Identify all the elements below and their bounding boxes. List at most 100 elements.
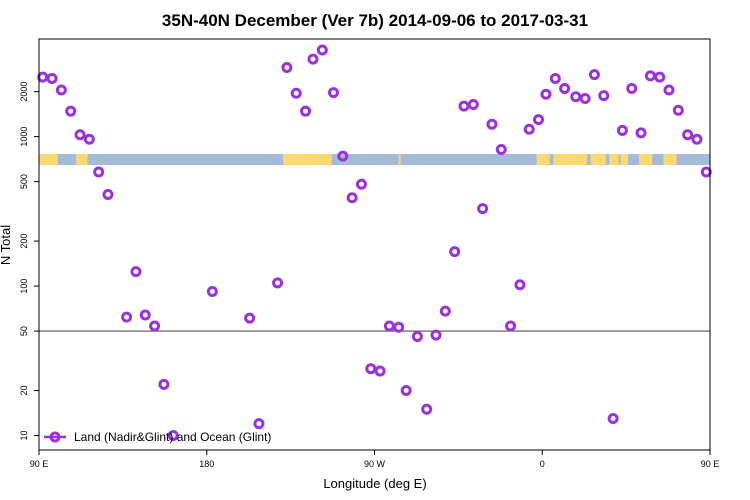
- data-point: [458, 100, 470, 112]
- chart-title: 35N-40N December (Ver 7b) 2014-09-06 to …: [162, 11, 588, 30]
- data-point: [272, 277, 284, 289]
- data-point: [149, 320, 161, 332]
- data-point: [672, 104, 684, 116]
- data-point: [37, 71, 49, 83]
- data-point: [346, 192, 358, 204]
- data-point: [206, 285, 218, 297]
- data-point: [300, 105, 312, 117]
- legend: Land (Nadir&Glint) and Ocean (Glint): [44, 430, 271, 444]
- plot-area-frame: [38, 38, 711, 451]
- y-tick-label: 500: [19, 174, 29, 189]
- surface-band: [39, 154, 710, 165]
- land-band-segment: [76, 154, 88, 165]
- data-point: [559, 82, 571, 94]
- x-tick-label: 90 E: [30, 459, 49, 469]
- data-point: [477, 203, 489, 215]
- data-point: [607, 412, 619, 424]
- data-point: [102, 188, 114, 200]
- data-point: [307, 53, 319, 65]
- data-point: [635, 127, 647, 139]
- data-point: [654, 71, 666, 83]
- data-point: [467, 99, 479, 111]
- data-point: [55, 84, 67, 96]
- y-axis-label: N Total: [0, 225, 13, 265]
- x-tick-label: 90 W: [364, 459, 386, 469]
- data-point: [355, 178, 367, 190]
- data-point: [316, 44, 328, 56]
- ocean-band: [39, 154, 710, 165]
- data-point: [411, 330, 423, 342]
- legend-label: Land (Nadir&Glint) and Ocean (Glint): [74, 430, 271, 444]
- data-point: [514, 279, 526, 291]
- y-tick-label: 50: [19, 326, 29, 336]
- data-point: [644, 70, 656, 82]
- data-point: [430, 329, 442, 341]
- data-point: [46, 72, 58, 84]
- data-point: [682, 129, 694, 141]
- y-axis-ticks: 10 20 50 100 200 500 1000 2000: [19, 82, 39, 441]
- data-point: [253, 418, 265, 430]
- legend-swatch-marker: [49, 431, 61, 443]
- data-point: [626, 82, 638, 94]
- land-band-segment: [398, 154, 401, 165]
- data-point: [167, 430, 179, 442]
- data-point: [337, 150, 349, 162]
- y-tick-label: 10: [19, 431, 29, 441]
- data-point: [83, 133, 95, 145]
- data-point: [374, 365, 386, 377]
- data-point: [540, 88, 552, 100]
- land-band-segment: [663, 154, 677, 165]
- data-point: [65, 105, 77, 117]
- data-point: [74, 129, 86, 141]
- data-point: [439, 305, 451, 317]
- x-tick-label: 90 E: [701, 459, 720, 469]
- data-point: [290, 87, 302, 99]
- data-point: [495, 144, 507, 156]
- data-point: [421, 403, 433, 415]
- data-point: [365, 363, 377, 375]
- x-tick-label: 180: [199, 459, 214, 469]
- land-band-segment: [536, 154, 550, 165]
- land-band-segment: [553, 154, 587, 165]
- data-point: [579, 92, 591, 104]
- land-band-segment: [283, 154, 332, 165]
- y-tick-label: 2000: [19, 82, 29, 102]
- data-point: [691, 133, 703, 145]
- data-point: [523, 123, 535, 135]
- data-point: [449, 246, 461, 258]
- data-point: [663, 84, 675, 96]
- land-band-segment: [639, 154, 653, 165]
- data-point: [570, 91, 582, 103]
- data-point: [598, 90, 610, 102]
- x-axis-label: Longitude (deg E): [323, 476, 426, 491]
- data-point: [505, 320, 517, 332]
- data-point: [616, 124, 628, 136]
- y-tick-label: 20: [19, 386, 29, 396]
- y-tick-label: 1000: [19, 127, 29, 147]
- land-band-segment: [609, 154, 619, 165]
- data-point: [244, 312, 256, 324]
- data-point: [130, 266, 142, 278]
- land-band-segment: [620, 154, 628, 165]
- data-point: [139, 309, 151, 321]
- y-tick-label: 100: [19, 279, 29, 294]
- data-point: [533, 114, 545, 126]
- y-tick-label: 200: [19, 234, 29, 249]
- data-point: [281, 62, 293, 74]
- data-point: [486, 118, 498, 130]
- x-axis-ticks: 90 E 180 90 W 0 90 E: [30, 450, 720, 469]
- data-point: [588, 69, 600, 81]
- data-point: [327, 87, 339, 99]
- data-point: [93, 166, 105, 178]
- x-tick-label: 0: [540, 459, 545, 469]
- data-point: [158, 378, 170, 390]
- data-point: [383, 320, 395, 332]
- data-point: [549, 72, 561, 84]
- data-point: [121, 311, 133, 323]
- data-point: [393, 321, 405, 333]
- data-points: [37, 44, 712, 442]
- land-band-segment: [39, 154, 58, 165]
- data-point: [400, 385, 412, 397]
- data-point: [700, 166, 712, 178]
